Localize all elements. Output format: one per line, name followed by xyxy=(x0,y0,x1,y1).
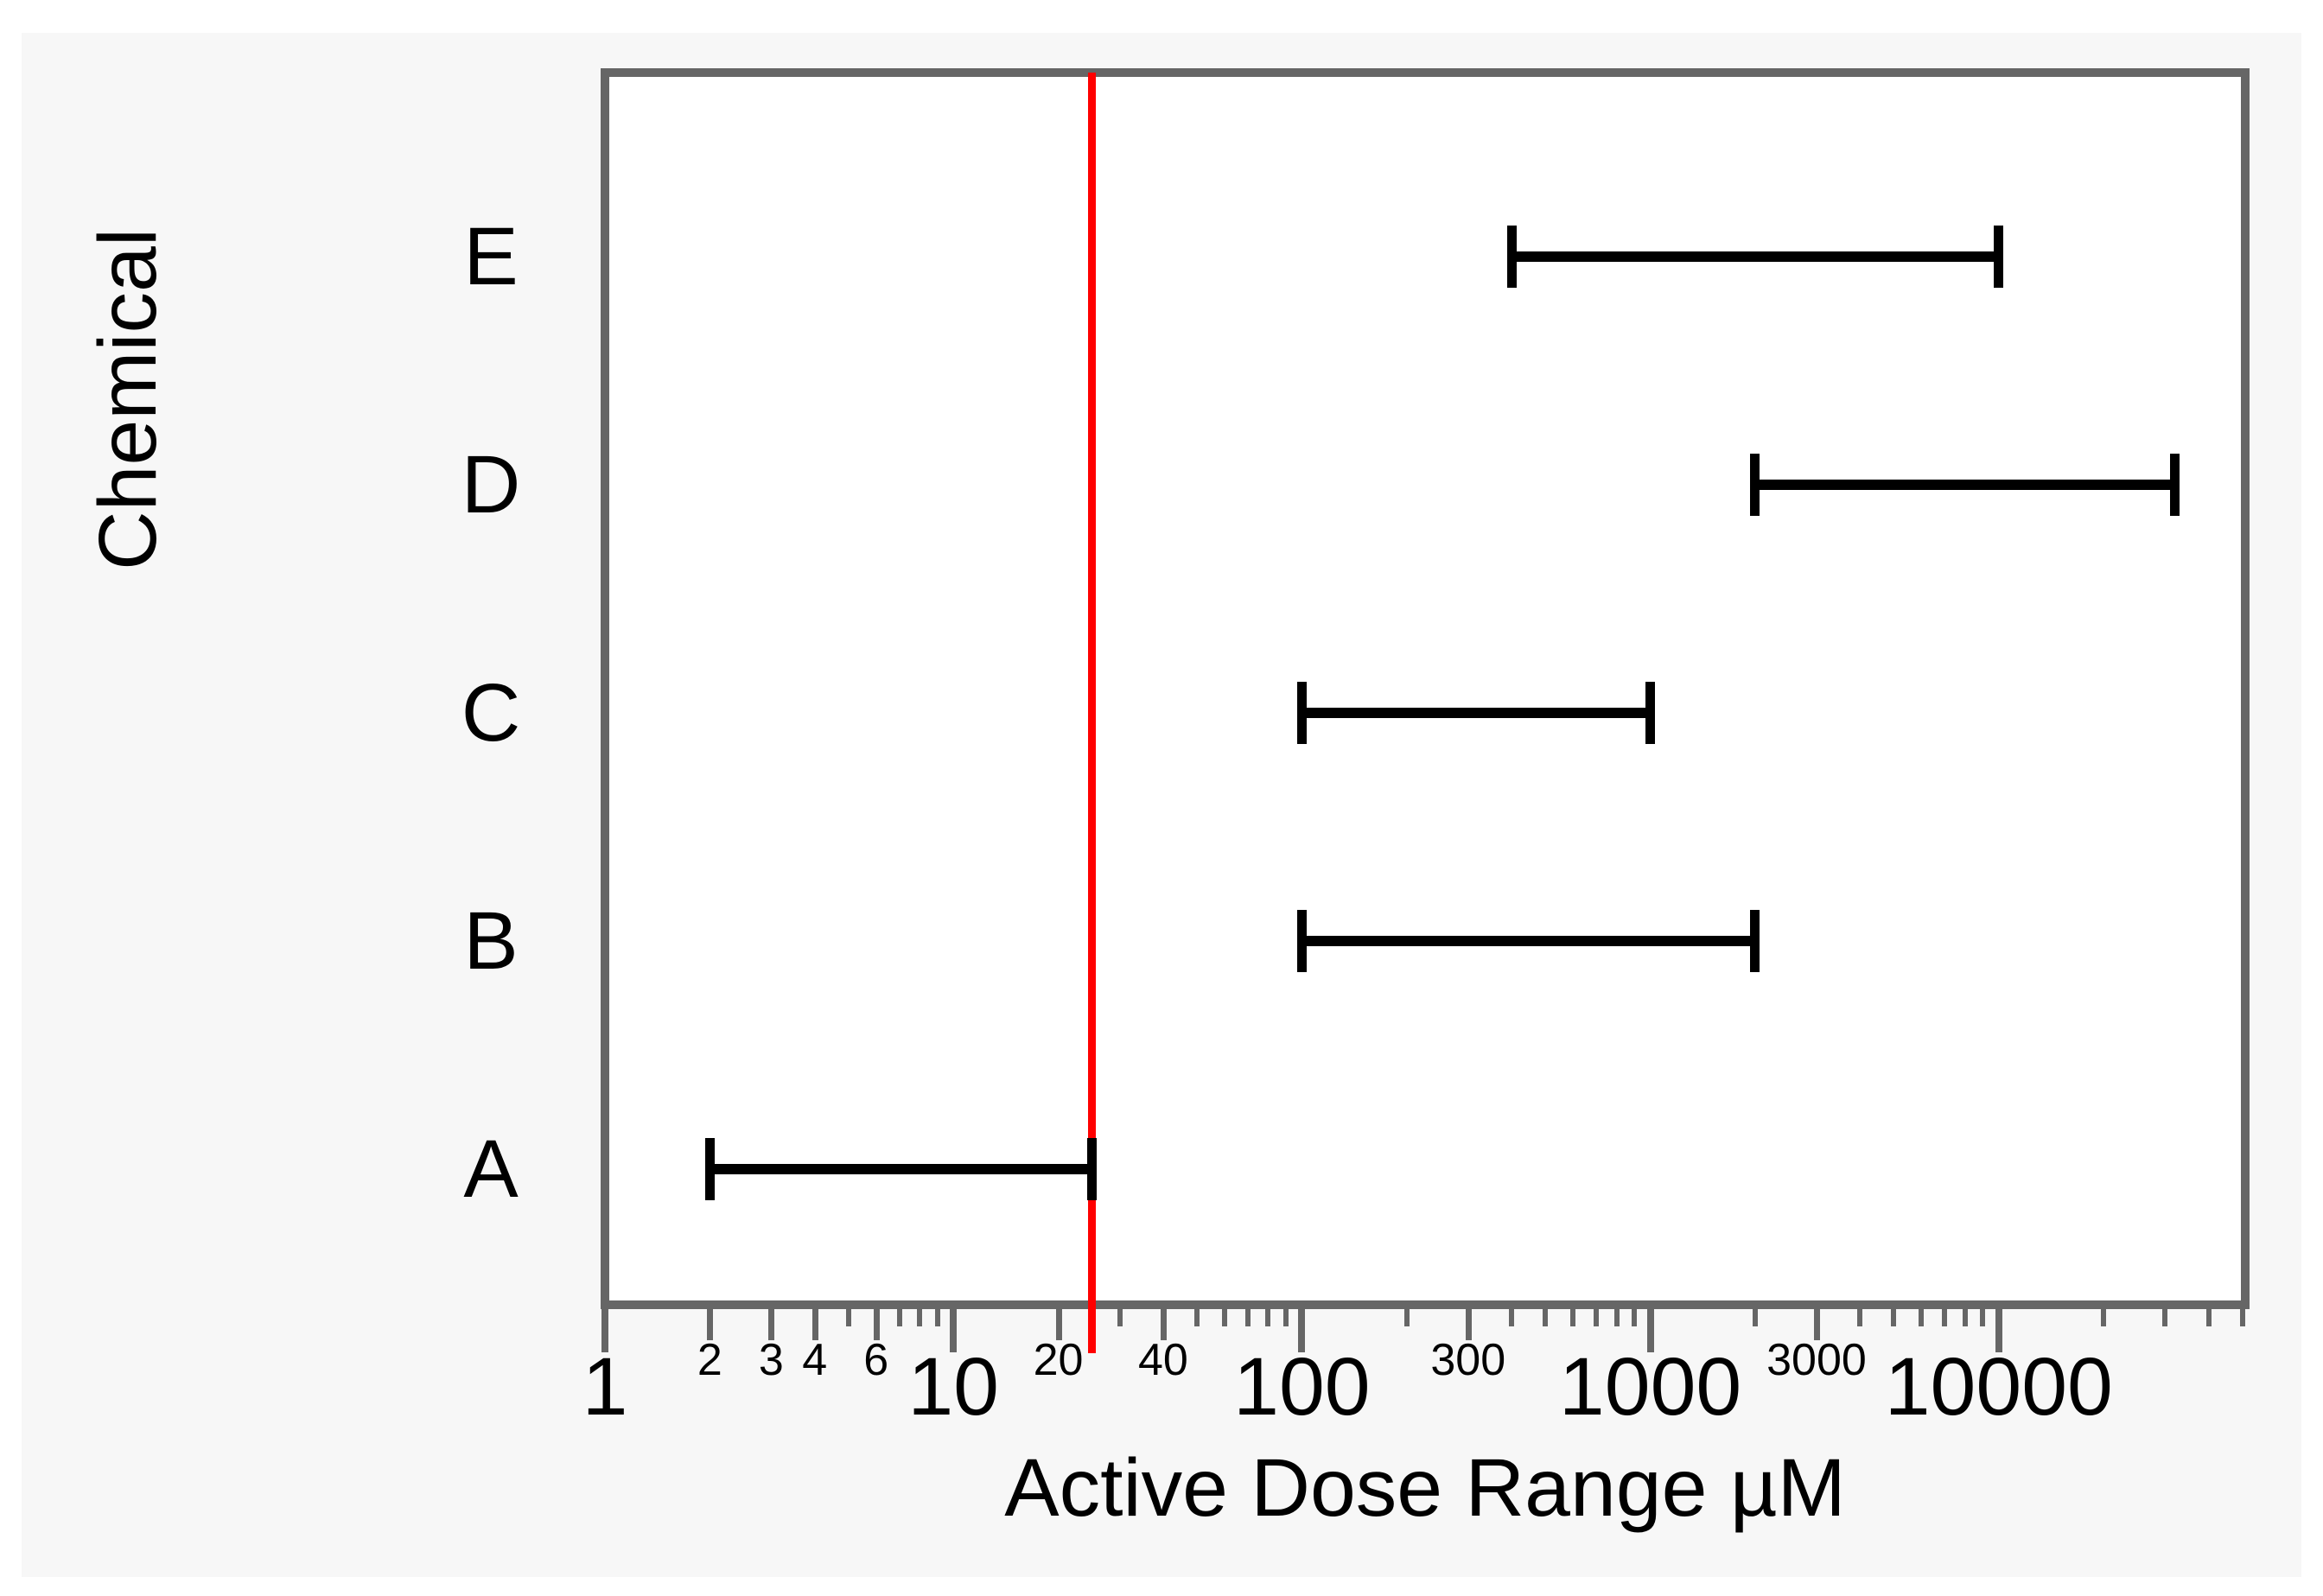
x-tick-minor xyxy=(1594,1309,1600,1326)
x-tick-minor xyxy=(1117,1309,1123,1326)
range-cap-E-max xyxy=(1994,226,2004,288)
y-category-label-D: D xyxy=(461,439,521,531)
x-tick-mid xyxy=(811,1309,818,1340)
x-tick-label: 1000 xyxy=(1558,1341,1742,1433)
x-tick-major xyxy=(950,1309,958,1352)
x-tick-major xyxy=(1646,1309,1654,1352)
x-tick-minor xyxy=(1919,1309,1925,1326)
x-tick-label-small: 300 xyxy=(1430,1335,1506,1385)
x-tick-minor xyxy=(2162,1309,2168,1326)
x-tick-minor xyxy=(2239,1309,2245,1326)
x-tick-minor xyxy=(917,1309,923,1326)
x-tick-mid xyxy=(1465,1309,1472,1340)
x-tick-label-small: 3000 xyxy=(1766,1335,1867,1385)
range-bar-A xyxy=(710,1164,1092,1174)
x-tick-mid xyxy=(873,1309,880,1340)
x-tick-minor xyxy=(1282,1309,1289,1326)
x-tick-minor xyxy=(1632,1309,1638,1326)
range-cap-B-max xyxy=(1750,910,1760,972)
range-bar-D xyxy=(1754,480,2175,490)
x-tick-minor xyxy=(2101,1309,2107,1326)
x-tick-minor xyxy=(1543,1309,1549,1326)
x-tick-minor xyxy=(1980,1309,1986,1326)
range-cap-A-max xyxy=(1087,1138,1098,1200)
x-tick-label-small: 2 xyxy=(697,1335,722,1385)
range-bar-C xyxy=(1302,708,1651,718)
y-category-label-B: B xyxy=(463,895,519,987)
x-tick-minor xyxy=(1194,1309,1200,1326)
x-tick-label: 1 xyxy=(582,1341,628,1433)
x-tick-minor xyxy=(2205,1309,2212,1326)
x-tick-label-small: 3 xyxy=(758,1335,784,1385)
x-tick-minor xyxy=(1221,1309,1227,1326)
x-tick-mid xyxy=(1813,1309,1820,1340)
x-tick-label: 10000 xyxy=(1884,1341,2113,1433)
x-tick-label-small: 40 xyxy=(1138,1335,1188,1385)
range-cap-D-max xyxy=(2169,454,2180,516)
y-category-label-A: A xyxy=(463,1123,519,1215)
x-tick-minor xyxy=(1962,1309,1968,1326)
x-tick-minor xyxy=(1891,1309,1897,1326)
x-tick-minor xyxy=(1265,1309,1271,1326)
x-tick-label-small: 4 xyxy=(802,1335,828,1385)
x-tick-mid xyxy=(768,1309,775,1340)
x-tick-label: 10 xyxy=(907,1341,1000,1433)
range-cap-E-min xyxy=(1506,226,1517,288)
x-tick-mid xyxy=(707,1309,714,1340)
x-tick-minor xyxy=(1752,1309,1758,1326)
x-tick-major xyxy=(1298,1309,1306,1352)
x-tick-label-small: 6 xyxy=(863,1335,889,1385)
x-tick-label-small: 20 xyxy=(1033,1335,1084,1385)
x-tick-mid xyxy=(1160,1309,1167,1340)
x-tick-minor xyxy=(1403,1309,1410,1326)
range-cap-B-min xyxy=(1296,910,1307,972)
range-cap-C-min xyxy=(1296,682,1307,744)
x-tick-label: 100 xyxy=(1233,1341,1371,1433)
x-tick-minor xyxy=(845,1309,851,1326)
range-cap-A-min xyxy=(704,1138,715,1200)
reference-line xyxy=(1088,73,1097,1353)
x-tick-minor xyxy=(1509,1309,1515,1326)
range-bar-E xyxy=(1512,251,1999,262)
x-tick-minor xyxy=(1244,1309,1251,1326)
x-tick-minor xyxy=(934,1309,940,1326)
x-tick-minor xyxy=(1857,1309,1863,1326)
x-tick-minor xyxy=(896,1309,902,1326)
x-tick-minor xyxy=(1942,1309,1948,1326)
range-cap-D-min xyxy=(1750,454,1760,516)
x-tick-mid xyxy=(1055,1309,1062,1340)
plot-area xyxy=(601,68,2250,1309)
x-axis-title: Active Dose Range µM xyxy=(1004,1442,1846,1534)
x-tick-minor xyxy=(1613,1309,1620,1326)
range-bar-B xyxy=(1302,936,1755,946)
x-tick-major xyxy=(601,1309,608,1352)
x-tick-minor xyxy=(1570,1309,1576,1326)
y-category-label-C: C xyxy=(461,667,521,759)
range-cap-C-max xyxy=(1645,682,1656,744)
x-tick-major xyxy=(1995,1309,2002,1352)
y-category-label-E: E xyxy=(463,211,519,302)
